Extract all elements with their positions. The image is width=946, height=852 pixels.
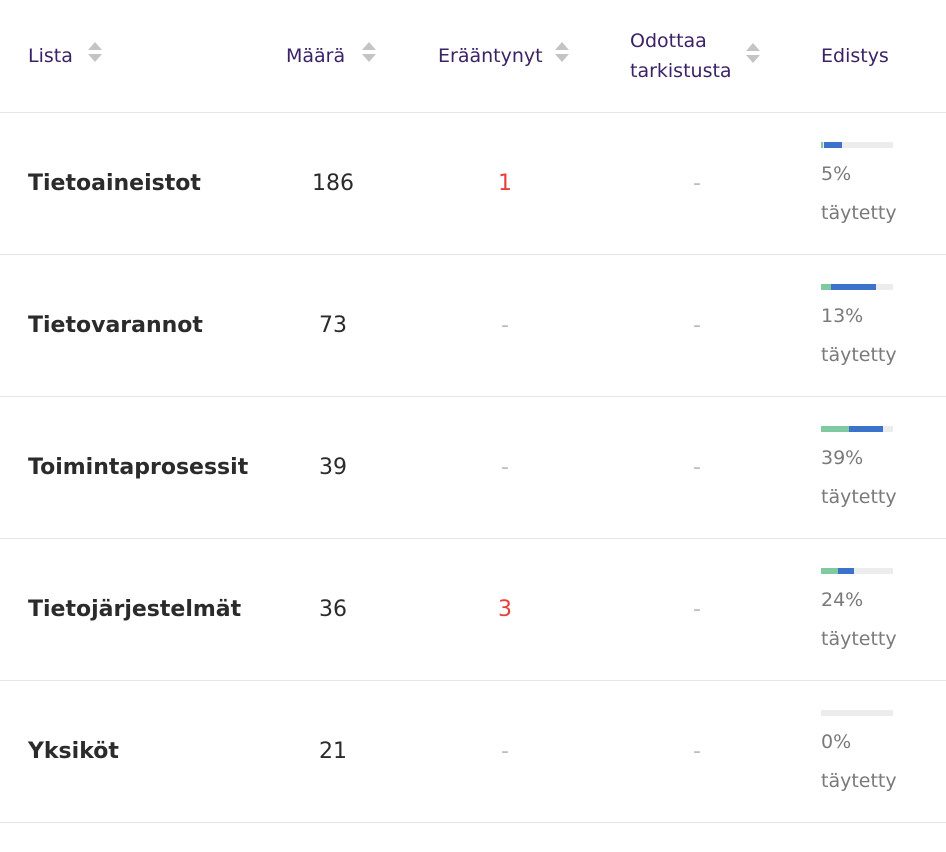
row-name[interactable]: Tietoaineistot bbox=[28, 171, 201, 196]
column-header-label: Lista bbox=[28, 45, 73, 67]
progress-bar bbox=[821, 710, 893, 716]
column-header-odottaa[interactable]: Odottaa tarkistusta bbox=[630, 0, 732, 112]
row-overdue: - bbox=[501, 313, 509, 338]
row-count: 21 bbox=[319, 739, 347, 764]
row-pending: - bbox=[693, 171, 701, 196]
progress-green-segment bbox=[821, 284, 831, 290]
progress-bar bbox=[821, 284, 893, 290]
progress-label: täytetty bbox=[821, 770, 897, 792]
column-header-erääntyneet[interactable]: Erääntynyt bbox=[438, 0, 543, 112]
column-header-label: Erääntynyt bbox=[438, 45, 543, 67]
progress-blue-segment bbox=[849, 426, 883, 432]
row-overdue: 3 bbox=[498, 597, 512, 622]
sort-down-icon bbox=[555, 54, 569, 62]
column-header-edistys: Edistys bbox=[821, 0, 889, 112]
sort-arrows-icon[interactable] bbox=[362, 42, 376, 64]
column-header-maara[interactable]: Määrä bbox=[286, 0, 345, 112]
sort-up-icon bbox=[746, 43, 760, 51]
progress-label: täytetty bbox=[821, 486, 897, 508]
row-overdue: - bbox=[501, 739, 509, 764]
column-header-lista[interactable]: Lista bbox=[28, 0, 73, 112]
sort-up-icon bbox=[555, 42, 569, 50]
row-pending: - bbox=[693, 455, 701, 480]
row-overdue: - bbox=[501, 455, 509, 480]
column-header-label-line1: Odottaa bbox=[630, 30, 707, 52]
table-row[interactable]: Yksiköt 21 - - 0% täytetty bbox=[0, 681, 946, 823]
row-count: 36 bbox=[319, 597, 347, 622]
table-row[interactable]: Toimintaprosessit 39 - - 39% täytetty bbox=[0, 397, 946, 539]
progress-blue-segment bbox=[824, 142, 842, 148]
sort-down-icon bbox=[746, 55, 760, 63]
progress-label: täytetty bbox=[821, 344, 897, 366]
sort-arrows-icon[interactable] bbox=[555, 42, 569, 64]
column-header-label-line2: tarkistusta bbox=[630, 60, 732, 82]
progress-blue-segment bbox=[838, 568, 854, 574]
lists-table: Lista Määrä Erääntynyt Odottaa tarkistus… bbox=[0, 0, 946, 823]
progress-bar bbox=[821, 426, 893, 432]
progress-percent: 39% bbox=[821, 447, 864, 469]
row-count: 39 bbox=[319, 455, 347, 480]
row-progress: 24% täytetty bbox=[821, 539, 931, 680]
progress-label: täytetty bbox=[821, 202, 897, 224]
row-name[interactable]: Tietovarannot bbox=[28, 313, 203, 338]
progress-percent: 24% bbox=[821, 589, 864, 611]
progress-blue-segment bbox=[831, 284, 876, 290]
table-row[interactable]: Tietoaineistot 186 1 - 5% täytetty bbox=[0, 113, 946, 255]
row-count: 73 bbox=[319, 313, 347, 338]
progress-label: täytetty bbox=[821, 628, 897, 650]
row-name[interactable]: Toimintaprosessit bbox=[28, 455, 249, 480]
table-row[interactable]: Tietojärjestelmät 36 3 - 24% täytetty bbox=[0, 539, 946, 681]
row-pending: - bbox=[693, 597, 701, 622]
row-progress: 0% täytetty bbox=[821, 681, 931, 822]
row-name[interactable]: Yksiköt bbox=[28, 739, 119, 764]
row-overdue: 1 bbox=[498, 171, 512, 196]
progress-percent: 13% bbox=[821, 305, 864, 327]
row-name[interactable]: Tietojärjestelmät bbox=[28, 597, 242, 622]
sort-arrows-icon[interactable] bbox=[88, 42, 102, 64]
progress-percent: 0% bbox=[821, 731, 852, 753]
table-header: Lista Määrä Erääntynyt Odottaa tarkistus… bbox=[0, 0, 946, 113]
row-pending: - bbox=[693, 739, 701, 764]
row-progress: 5% täytetty bbox=[821, 113, 931, 254]
sort-down-icon bbox=[88, 54, 102, 62]
progress-bar bbox=[821, 568, 893, 574]
progress-bar bbox=[821, 142, 893, 148]
row-pending: - bbox=[693, 313, 701, 338]
progress-green-segment bbox=[821, 426, 849, 432]
sort-up-icon bbox=[362, 42, 376, 50]
progress-percent: 5% bbox=[821, 163, 852, 185]
progress-green-segment bbox=[821, 568, 838, 574]
row-count: 186 bbox=[312, 171, 354, 196]
row-progress: 39% täytetty bbox=[821, 397, 931, 538]
progress-green-segment bbox=[821, 142, 823, 148]
sort-arrows-icon[interactable] bbox=[746, 43, 760, 65]
table-row[interactable]: Tietovarannot 73 - - 13% täytetty bbox=[0, 255, 946, 397]
column-header-label: Edistys bbox=[821, 45, 889, 67]
sort-up-icon bbox=[88, 42, 102, 50]
row-progress: 13% täytetty bbox=[821, 255, 931, 396]
sort-down-icon bbox=[362, 54, 376, 62]
column-header-label: Määrä bbox=[286, 45, 346, 67]
